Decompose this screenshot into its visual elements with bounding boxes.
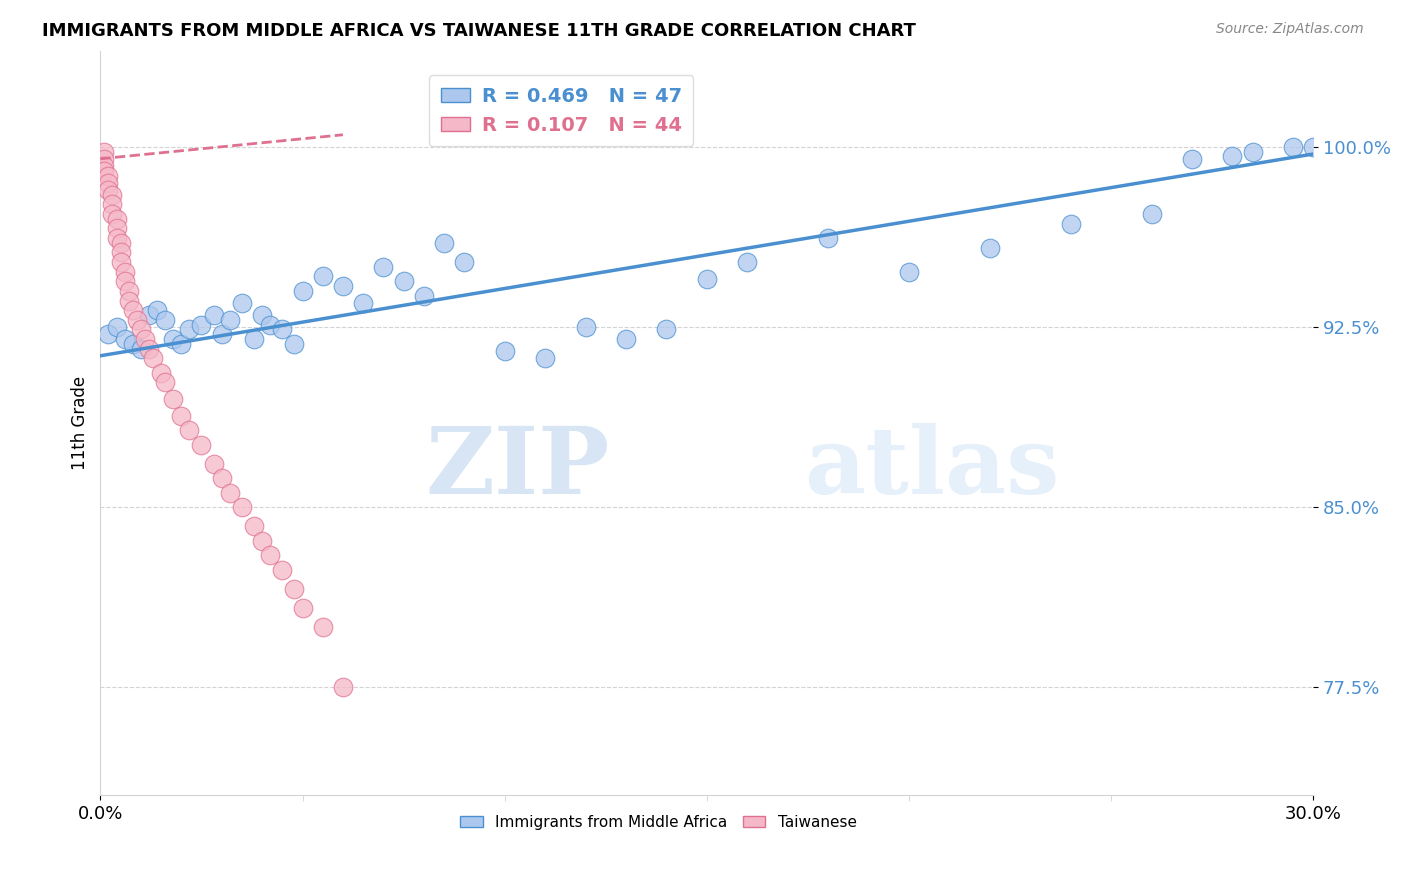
Text: ZIP: ZIP — [426, 423, 610, 513]
Point — [283, 336, 305, 351]
Point — [138, 308, 160, 322]
Point — [97, 327, 120, 342]
Point — [105, 221, 128, 235]
Point — [1140, 207, 1163, 221]
Point — [259, 548, 281, 562]
Point — [373, 260, 395, 274]
Point — [170, 336, 193, 351]
Point — [179, 322, 201, 336]
Point — [101, 207, 124, 221]
Point — [211, 327, 233, 342]
Point — [735, 255, 758, 269]
Point — [190, 318, 212, 332]
Point — [105, 231, 128, 245]
Point — [1282, 140, 1305, 154]
Point — [105, 320, 128, 334]
Point — [1222, 149, 1244, 163]
Point — [211, 471, 233, 485]
Point — [118, 284, 141, 298]
Point — [271, 322, 294, 336]
Point — [170, 409, 193, 423]
Point — [312, 620, 335, 634]
Point — [129, 322, 152, 336]
Point — [231, 296, 253, 310]
Point — [243, 519, 266, 533]
Point — [655, 322, 678, 336]
Point — [146, 303, 169, 318]
Point — [125, 312, 148, 326]
Point — [93, 145, 115, 159]
Point — [105, 211, 128, 226]
Point — [118, 293, 141, 308]
Point — [453, 255, 475, 269]
Point — [897, 265, 920, 279]
Point — [97, 169, 120, 183]
Point — [202, 308, 225, 322]
Point — [150, 366, 173, 380]
Point — [190, 437, 212, 451]
Point — [243, 332, 266, 346]
Point — [218, 312, 240, 326]
Point — [93, 163, 115, 178]
Text: Source: ZipAtlas.com: Source: ZipAtlas.com — [1216, 22, 1364, 37]
Point — [433, 235, 456, 250]
Point — [614, 332, 637, 346]
Point — [312, 269, 335, 284]
Point — [153, 375, 176, 389]
Point — [97, 176, 120, 190]
Point — [291, 601, 314, 615]
Point — [392, 274, 415, 288]
Point — [153, 312, 176, 326]
Point — [110, 255, 132, 269]
Point — [121, 336, 143, 351]
Point — [332, 681, 354, 695]
Text: IMMIGRANTS FROM MIDDLE AFRICA VS TAIWANESE 11TH GRADE CORRELATION CHART: IMMIGRANTS FROM MIDDLE AFRICA VS TAIWANE… — [42, 22, 917, 40]
Point — [110, 235, 132, 250]
Point — [93, 152, 115, 166]
Point — [162, 392, 184, 406]
Point — [979, 241, 1001, 255]
Point — [114, 274, 136, 288]
Point — [1181, 152, 1204, 166]
Point — [534, 351, 557, 366]
Legend: Immigrants from Middle Africa, Taiwanese: Immigrants from Middle Africa, Taiwanese — [454, 809, 863, 836]
Point — [101, 187, 124, 202]
Point — [134, 332, 156, 346]
Point — [138, 342, 160, 356]
Point — [162, 332, 184, 346]
Point — [271, 563, 294, 577]
Point — [97, 183, 120, 197]
Point — [1060, 217, 1083, 231]
Point — [202, 457, 225, 471]
Point — [250, 308, 273, 322]
Point — [696, 272, 718, 286]
Point — [129, 342, 152, 356]
Point — [142, 351, 165, 366]
Point — [121, 303, 143, 318]
Point — [114, 332, 136, 346]
Point — [494, 343, 516, 358]
Point — [250, 533, 273, 548]
Point — [231, 500, 253, 515]
Point — [332, 279, 354, 293]
Point — [101, 197, 124, 211]
Point — [1241, 145, 1264, 159]
Point — [283, 582, 305, 596]
Point — [259, 318, 281, 332]
Point — [179, 423, 201, 437]
Point — [114, 265, 136, 279]
Point — [1302, 140, 1324, 154]
Text: atlas: atlas — [804, 423, 1059, 513]
Point — [218, 485, 240, 500]
Y-axis label: 11th Grade: 11th Grade — [72, 376, 89, 470]
Point — [574, 320, 596, 334]
Point — [93, 159, 115, 173]
Point — [291, 284, 314, 298]
Point — [352, 296, 374, 310]
Point — [817, 231, 839, 245]
Point — [110, 245, 132, 260]
Point — [412, 289, 434, 303]
